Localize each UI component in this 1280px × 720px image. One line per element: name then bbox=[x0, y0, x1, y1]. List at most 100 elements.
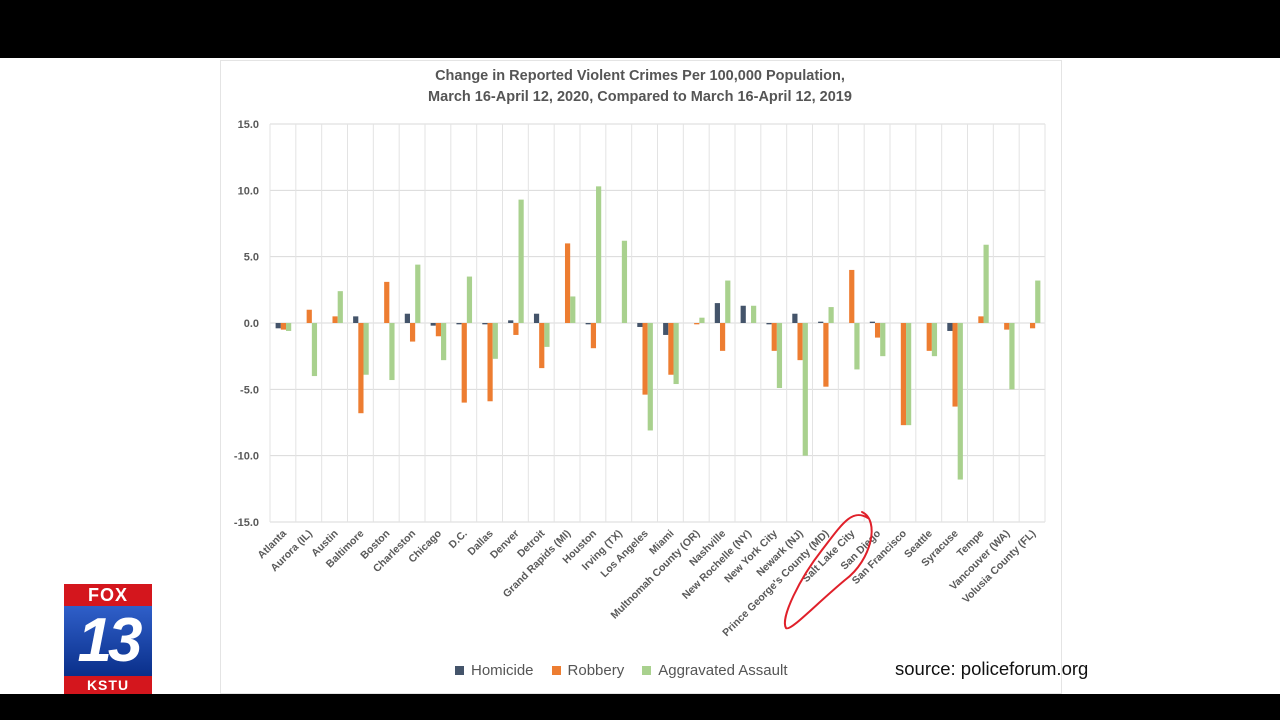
chart-title-line-2: March 16-April 12, 2020, Compared to Mar… bbox=[428, 89, 852, 105]
legend-swatch-robbery bbox=[551, 666, 561, 675]
bar bbox=[518, 199, 524, 323]
bar bbox=[435, 323, 442, 337]
bar bbox=[441, 323, 447, 361]
y-tick-label: 10.0 bbox=[238, 185, 259, 197]
bar bbox=[466, 276, 473, 323]
bar bbox=[766, 323, 772, 325]
bar bbox=[797, 323, 803, 361]
bar bbox=[337, 291, 343, 323]
y-tick-label: 0.0 bbox=[244, 318, 259, 330]
logo-kstu-text: KSTU bbox=[64, 676, 152, 694]
legend-label-assault: Aggravated Assault bbox=[658, 662, 788, 679]
chart-title-line-1: Change in Reported Violent Crimes Per 10… bbox=[435, 68, 845, 84]
bar bbox=[332, 316, 338, 323]
bar bbox=[983, 244, 989, 323]
bar bbox=[957, 323, 963, 480]
bar bbox=[596, 186, 602, 323]
y-tick-label: -5.0 bbox=[240, 384, 259, 396]
bar bbox=[311, 323, 318, 377]
bar bbox=[533, 313, 540, 323]
bar bbox=[456, 323, 462, 325]
bar bbox=[792, 313, 798, 323]
bar bbox=[771, 323, 777, 351]
bar bbox=[874, 323, 881, 338]
bar bbox=[740, 305, 746, 323]
legend-label-robbery: Robbery bbox=[567, 662, 625, 679]
bar bbox=[699, 317, 705, 323]
bar bbox=[849, 269, 855, 323]
annotation-circle bbox=[783, 511, 873, 630]
legend-swatch-homicide bbox=[455, 666, 464, 675]
fox13-kstu-logo: FOX 13 KSTU bbox=[64, 584, 152, 694]
bar bbox=[900, 323, 907, 426]
bar bbox=[714, 303, 720, 323]
bar bbox=[306, 309, 312, 323]
bar bbox=[978, 316, 984, 323]
bar bbox=[358, 323, 364, 414]
bar bbox=[869, 321, 875, 323]
bar bbox=[802, 323, 808, 456]
bar bbox=[482, 323, 488, 325]
bar bbox=[751, 305, 757, 323]
bar bbox=[275, 323, 281, 329]
bar bbox=[647, 323, 653, 431]
bar bbox=[430, 323, 436, 326]
bar bbox=[415, 264, 421, 323]
y-tick-label: 5.0 bbox=[244, 252, 259, 264]
bar bbox=[384, 281, 390, 323]
legend-item-homicide: Homicide bbox=[455, 662, 534, 679]
bar bbox=[947, 323, 953, 331]
bar bbox=[906, 323, 912, 426]
bar bbox=[544, 323, 550, 347]
y-tick-label: -10.0 bbox=[234, 451, 259, 463]
bar bbox=[952, 323, 958, 407]
bar bbox=[931, 323, 938, 357]
bar bbox=[353, 316, 359, 323]
bar bbox=[719, 323, 726, 351]
bar bbox=[404, 313, 410, 323]
bar bbox=[776, 323, 783, 389]
legend-item-assault: Aggravated Assault bbox=[642, 662, 788, 679]
bar bbox=[461, 323, 467, 403]
bar bbox=[621, 240, 628, 323]
bar bbox=[668, 323, 674, 375]
bar bbox=[1029, 323, 1036, 329]
bar bbox=[1009, 323, 1015, 390]
bar bbox=[663, 323, 669, 335]
bar bbox=[828, 307, 834, 323]
bar bbox=[1004, 323, 1010, 330]
bar bbox=[823, 323, 829, 387]
chart-legend: Homicide Robbery Aggravated Assault bbox=[455, 662, 788, 679]
logo-channel-number: 13 bbox=[64, 606, 152, 676]
bar bbox=[570, 296, 576, 323]
x-tick-label: Denver bbox=[488, 528, 522, 562]
bar bbox=[585, 323, 591, 325]
logo-fox-text: FOX bbox=[64, 584, 152, 606]
bar bbox=[818, 321, 824, 323]
legend-label-homicide: Homicide bbox=[471, 662, 534, 679]
bar bbox=[389, 323, 395, 381]
y-tick-label: 15.0 bbox=[238, 119, 259, 131]
y-tick-label: -15.0 bbox=[234, 517, 259, 529]
legend-item-robbery: Robbery bbox=[551, 662, 625, 679]
bar bbox=[539, 323, 545, 369]
bar bbox=[673, 323, 679, 385]
bar bbox=[513, 323, 519, 335]
bar bbox=[564, 243, 571, 323]
bar bbox=[880, 323, 886, 357]
bar bbox=[694, 323, 700, 325]
bar bbox=[286, 323, 292, 331]
bar bbox=[508, 320, 514, 323]
chart-title: Change in Reported Violent Crimes Per 10… bbox=[220, 66, 1060, 108]
bar bbox=[725, 280, 731, 323]
bar bbox=[487, 323, 493, 402]
source-caption: source: policeforum.org bbox=[895, 658, 1089, 679]
legend-swatch-assault bbox=[642, 666, 652, 675]
bar bbox=[280, 323, 287, 330]
bar bbox=[854, 323, 860, 370]
bar bbox=[590, 323, 597, 349]
bar bbox=[637, 323, 643, 327]
bar bbox=[1035, 280, 1041, 323]
bar bbox=[363, 323, 369, 375]
